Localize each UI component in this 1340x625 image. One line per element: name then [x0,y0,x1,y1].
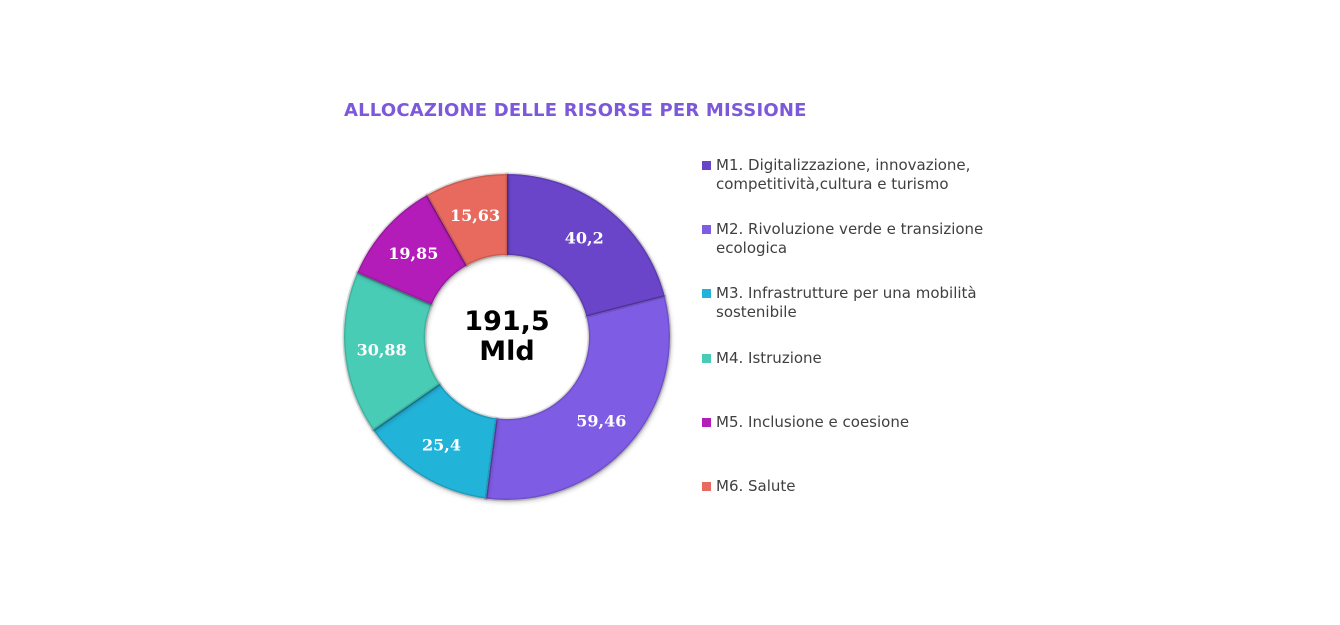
legend-label-m4: M4. Istruzione [716,348,822,367]
legend-swatch-m6 [702,482,711,491]
donut-center-value: 191,5 [464,306,549,337]
legend-item-m5: M5. Inclusione e coesione [702,413,1016,432]
donut-slice-m6 [424,172,509,268]
donut-slice-m1 [505,172,667,319]
slice-value-label-m2: 59,46 [576,412,626,431]
legend-swatch-m1 [702,161,711,170]
slice-value-label-m5: 19,85 [388,244,438,263]
legend-swatch-m2 [702,225,711,235]
chart-title: ALLOCAZIONE DELLE RISORSE PER MISSIONE [344,100,807,121]
legend-item-m2: M2. Rivoluzione verde e transizione ecol… [702,220,1016,258]
donut-center-unit: Mld [479,336,534,367]
slice-value-label-m6: 15,63 [450,206,500,225]
legend-label-m6: M6. Salute [716,477,796,495]
slice-value-label-m1: 40,2 [565,228,604,247]
legend-label-m3: M3. Infrastrutture per una mobilità sost… [716,284,977,322]
donut-slice-labels: 40,2 59,46 25,4 30,88 19,85 15,63 [357,206,627,455]
slice-value-label-m4: 30,88 [357,341,407,360]
legend-label-m1: M1. Digitalizzazione, innovazione, compe… [716,156,971,193]
legend-label-m5: M5. Inclusione e coesione [716,412,910,431]
slice-value-label-m3: 25,4 [422,436,461,455]
legend-item-m1: M1. Digitalizzazione, innovazione, compe… [702,156,1016,194]
legend-item-m6: M6. Salute [702,477,1016,496]
legend-swatch-m4 [702,353,711,363]
legend-item-m3: M3. Infrastrutture per una mobilità sost… [702,284,1016,322]
donut-slice-m2 [484,294,672,502]
legend-item-m4: M4. Istruzione [702,349,1016,368]
legend-label-m2: M2. Rivoluzione verde e transizione ecol… [716,220,984,258]
legend-swatch-m3 [702,289,711,299]
donut-slices [342,172,672,502]
legend-swatch-m5 [702,417,711,427]
